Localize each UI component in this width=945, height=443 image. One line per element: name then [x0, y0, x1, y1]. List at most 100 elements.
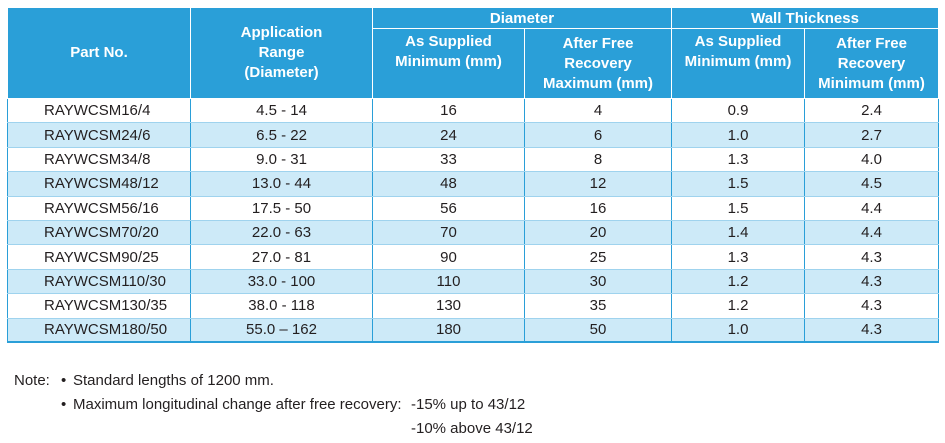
bullet-icon: • — [61, 372, 67, 389]
wall-as-supplied-cell: 1.5 — [671, 171, 806, 197]
part-no-cell: RAYWCSM110/30 — [7, 269, 191, 295]
wall-after-recovery-cell: 4.4 — [804, 196, 940, 221]
wall-as-supplied-cell: 1.0 — [671, 318, 806, 344]
header-diameter-group: Diameter — [371, 7, 673, 29]
application-range-cell: 22.0 - 63 — [190, 220, 373, 246]
header-line: After Free — [836, 34, 907, 52]
note-item-2: • Maximum longitudinal change after free … — [61, 393, 402, 417]
diameter-as-supplied-cell: 16 — [372, 98, 525, 124]
diameter-after-recovery-cell: 35 — [523, 293, 673, 319]
diameter-after-recovery-cell: 30 — [523, 269, 673, 295]
wall-as-supplied-cell: 1.0 — [671, 122, 806, 148]
wall-as-supplied-cell: 1.5 — [671, 196, 806, 221]
header-diameter-after-recovery: After Free Recovery Maximum (mm) — [523, 28, 673, 99]
diameter-after-recovery-cell: 4 — [523, 98, 673, 124]
diameter-as-supplied-cell: 70 — [372, 220, 525, 246]
wall-as-supplied-cell: 1.2 — [671, 269, 806, 295]
wall-as-supplied-cell: 1.4 — [671, 220, 806, 246]
header-wall-thickness-group: Wall Thickness — [671, 7, 940, 29]
diameter-as-supplied-cell: 130 — [372, 293, 525, 319]
part-no-cell: RAYWCSM180/50 — [7, 318, 191, 344]
diameter-as-supplied-cell: 48 — [372, 171, 525, 197]
application-range-cell: 27.0 - 81 — [190, 244, 373, 270]
table-row: RAYWCSM110/30 33.0 - 100 110 30 1.2 4.3 — [7, 269, 940, 295]
wall-after-recovery-cell: 4.3 — [804, 269, 940, 295]
part-no-cell: RAYWCSM16/4 — [7, 98, 191, 124]
note-item-2-sub-1: -15% up to 43/12 — [411, 396, 526, 413]
part-no-cell: RAYWCSM34/8 — [7, 147, 191, 173]
header-line: Recovery — [837, 54, 906, 72]
wall-as-supplied-cell: 1.2 — [671, 293, 806, 319]
bullet-icon: • — [61, 396, 67, 413]
table-row: RAYWCSM130/35 38.0 - 118 130 35 1.2 4.3 — [7, 293, 940, 319]
table-row: RAYWCSM180/50 55.0 – 162 180 50 1.0 4.3 — [7, 318, 940, 344]
diameter-as-supplied-cell: 90 — [372, 244, 525, 270]
part-no-cell: RAYWCSM130/35 — [7, 293, 191, 319]
header-line: Range — [258, 44, 305, 61]
application-range-cell: 17.5 - 50 — [190, 196, 373, 221]
diameter-after-recovery-cell: 50 — [523, 318, 673, 344]
diameter-after-recovery-cell: 16 — [523, 196, 673, 221]
header-diameter-as-supplied: As Supplied Minimum (mm) — [372, 28, 525, 99]
application-range-cell: 4.5 - 14 — [190, 98, 373, 124]
header-line: After Free — [562, 34, 634, 52]
note-item-2-sub-2: -10% above 43/12 — [411, 420, 533, 437]
table-row: RAYWCSM48/12 13.0 - 44 48 12 1.5 4.5 — [7, 171, 940, 197]
wall-after-recovery-cell: 4.0 — [804, 147, 940, 173]
wall-after-recovery-cell: 2.4 — [804, 98, 940, 124]
header-part-no: Part No. — [7, 7, 191, 99]
table-row: RAYWCSM70/20 22.0 - 63 70 20 1.4 4.4 — [7, 220, 940, 246]
note-item-1: • Standard lengths of 1200 mm. — [61, 369, 274, 393]
header-line: As Supplied — [694, 33, 782, 50]
header-line: (Diameter) — [244, 64, 319, 81]
part-no-cell: RAYWCSM70/20 — [7, 220, 191, 246]
application-range-cell: 13.0 - 44 — [190, 171, 373, 197]
table-row: RAYWCSM56/16 17.5 - 50 56 16 1.5 4.4 — [7, 196, 940, 221]
diameter-as-supplied-cell: 33 — [372, 147, 525, 173]
diameter-after-recovery-cell: 25 — [523, 244, 673, 270]
wall-after-recovery-cell: 4.4 — [804, 220, 940, 246]
diameter-after-recovery-cell: 20 — [523, 220, 673, 246]
application-range-cell: 6.5 - 22 — [190, 122, 373, 148]
note-label: Note: — [14, 372, 50, 389]
wall-after-recovery-cell: 4.3 — [804, 318, 940, 344]
diameter-as-supplied-cell: 110 — [372, 269, 525, 295]
header-line: Recovery — [564, 54, 632, 72]
note-item-2-text: Maximum longitudinal change after free r… — [73, 396, 402, 413]
header-line: Application — [240, 24, 323, 41]
header-wall-after-recovery: After Free Recovery Minimum (mm) — [804, 28, 940, 99]
note-item-1-text: Standard lengths of 1200 mm. — [73, 372, 274, 389]
table-row: RAYWCSM90/25 27.0 - 81 90 25 1.3 4.3 — [7, 244, 940, 270]
part-no-cell: RAYWCSM90/25 — [7, 244, 191, 270]
table-row: RAYWCSM24/6 6.5 - 22 24 6 1.0 2.7 — [7, 122, 940, 148]
diameter-after-recovery-cell: 12 — [523, 171, 673, 197]
header-row-group: Part No. Application Range (Diameter) Di… — [7, 7, 940, 99]
diameter-as-supplied-cell: 56 — [372, 196, 525, 221]
header-row-sub: As Supplied Minimum (mm) After Free Reco… — [8, 28, 940, 99]
header-line: Maximum (mm) — [542, 74, 654, 92]
wall-as-supplied-cell: 1.3 — [671, 244, 806, 270]
wall-after-recovery-cell: 2.7 — [804, 122, 940, 148]
wall-as-supplied-cell: 0.9 — [671, 98, 806, 124]
part-no-cell: RAYWCSM48/12 — [7, 171, 191, 197]
diameter-after-recovery-cell: 8 — [523, 147, 673, 173]
header-application-range: Application Range (Diameter) — [190, 7, 373, 99]
wall-after-recovery-cell: 4.3 — [804, 293, 940, 319]
table-row: RAYWCSM16/4 4.5 - 14 16 4 0.9 2.4 — [7, 98, 940, 124]
diameter-as-supplied-cell: 180 — [372, 318, 525, 344]
spec-table-body: RAYWCSM16/4 4.5 - 14 16 4 0.9 2.4 RAYWCSM24/6 6… — [7, 98, 940, 344]
application-range-cell: 9.0 - 31 — [190, 147, 373, 173]
application-range-cell: 33.0 - 100 — [190, 269, 373, 295]
header-wall-as-supplied: As Supplied Minimum (mm) — [671, 28, 806, 99]
header-line: Minimum (mm) — [395, 53, 502, 70]
header-line: Minimum (mm) — [684, 53, 792, 70]
wall-as-supplied-cell: 1.3 — [671, 147, 806, 173]
wall-after-recovery-cell: 4.5 — [804, 171, 940, 197]
part-no-cell: RAYWCSM56/16 — [7, 196, 191, 221]
spec-table: Part No. Application Range (Diameter) Di… — [7, 7, 940, 344]
header-line: Minimum (mm) — [818, 74, 925, 92]
diameter-after-recovery-cell: 6 — [523, 122, 673, 148]
application-range-cell: 38.0 - 118 — [190, 293, 373, 319]
wall-after-recovery-cell: 4.3 — [804, 244, 940, 270]
diameter-as-supplied-cell: 24 — [372, 122, 525, 148]
